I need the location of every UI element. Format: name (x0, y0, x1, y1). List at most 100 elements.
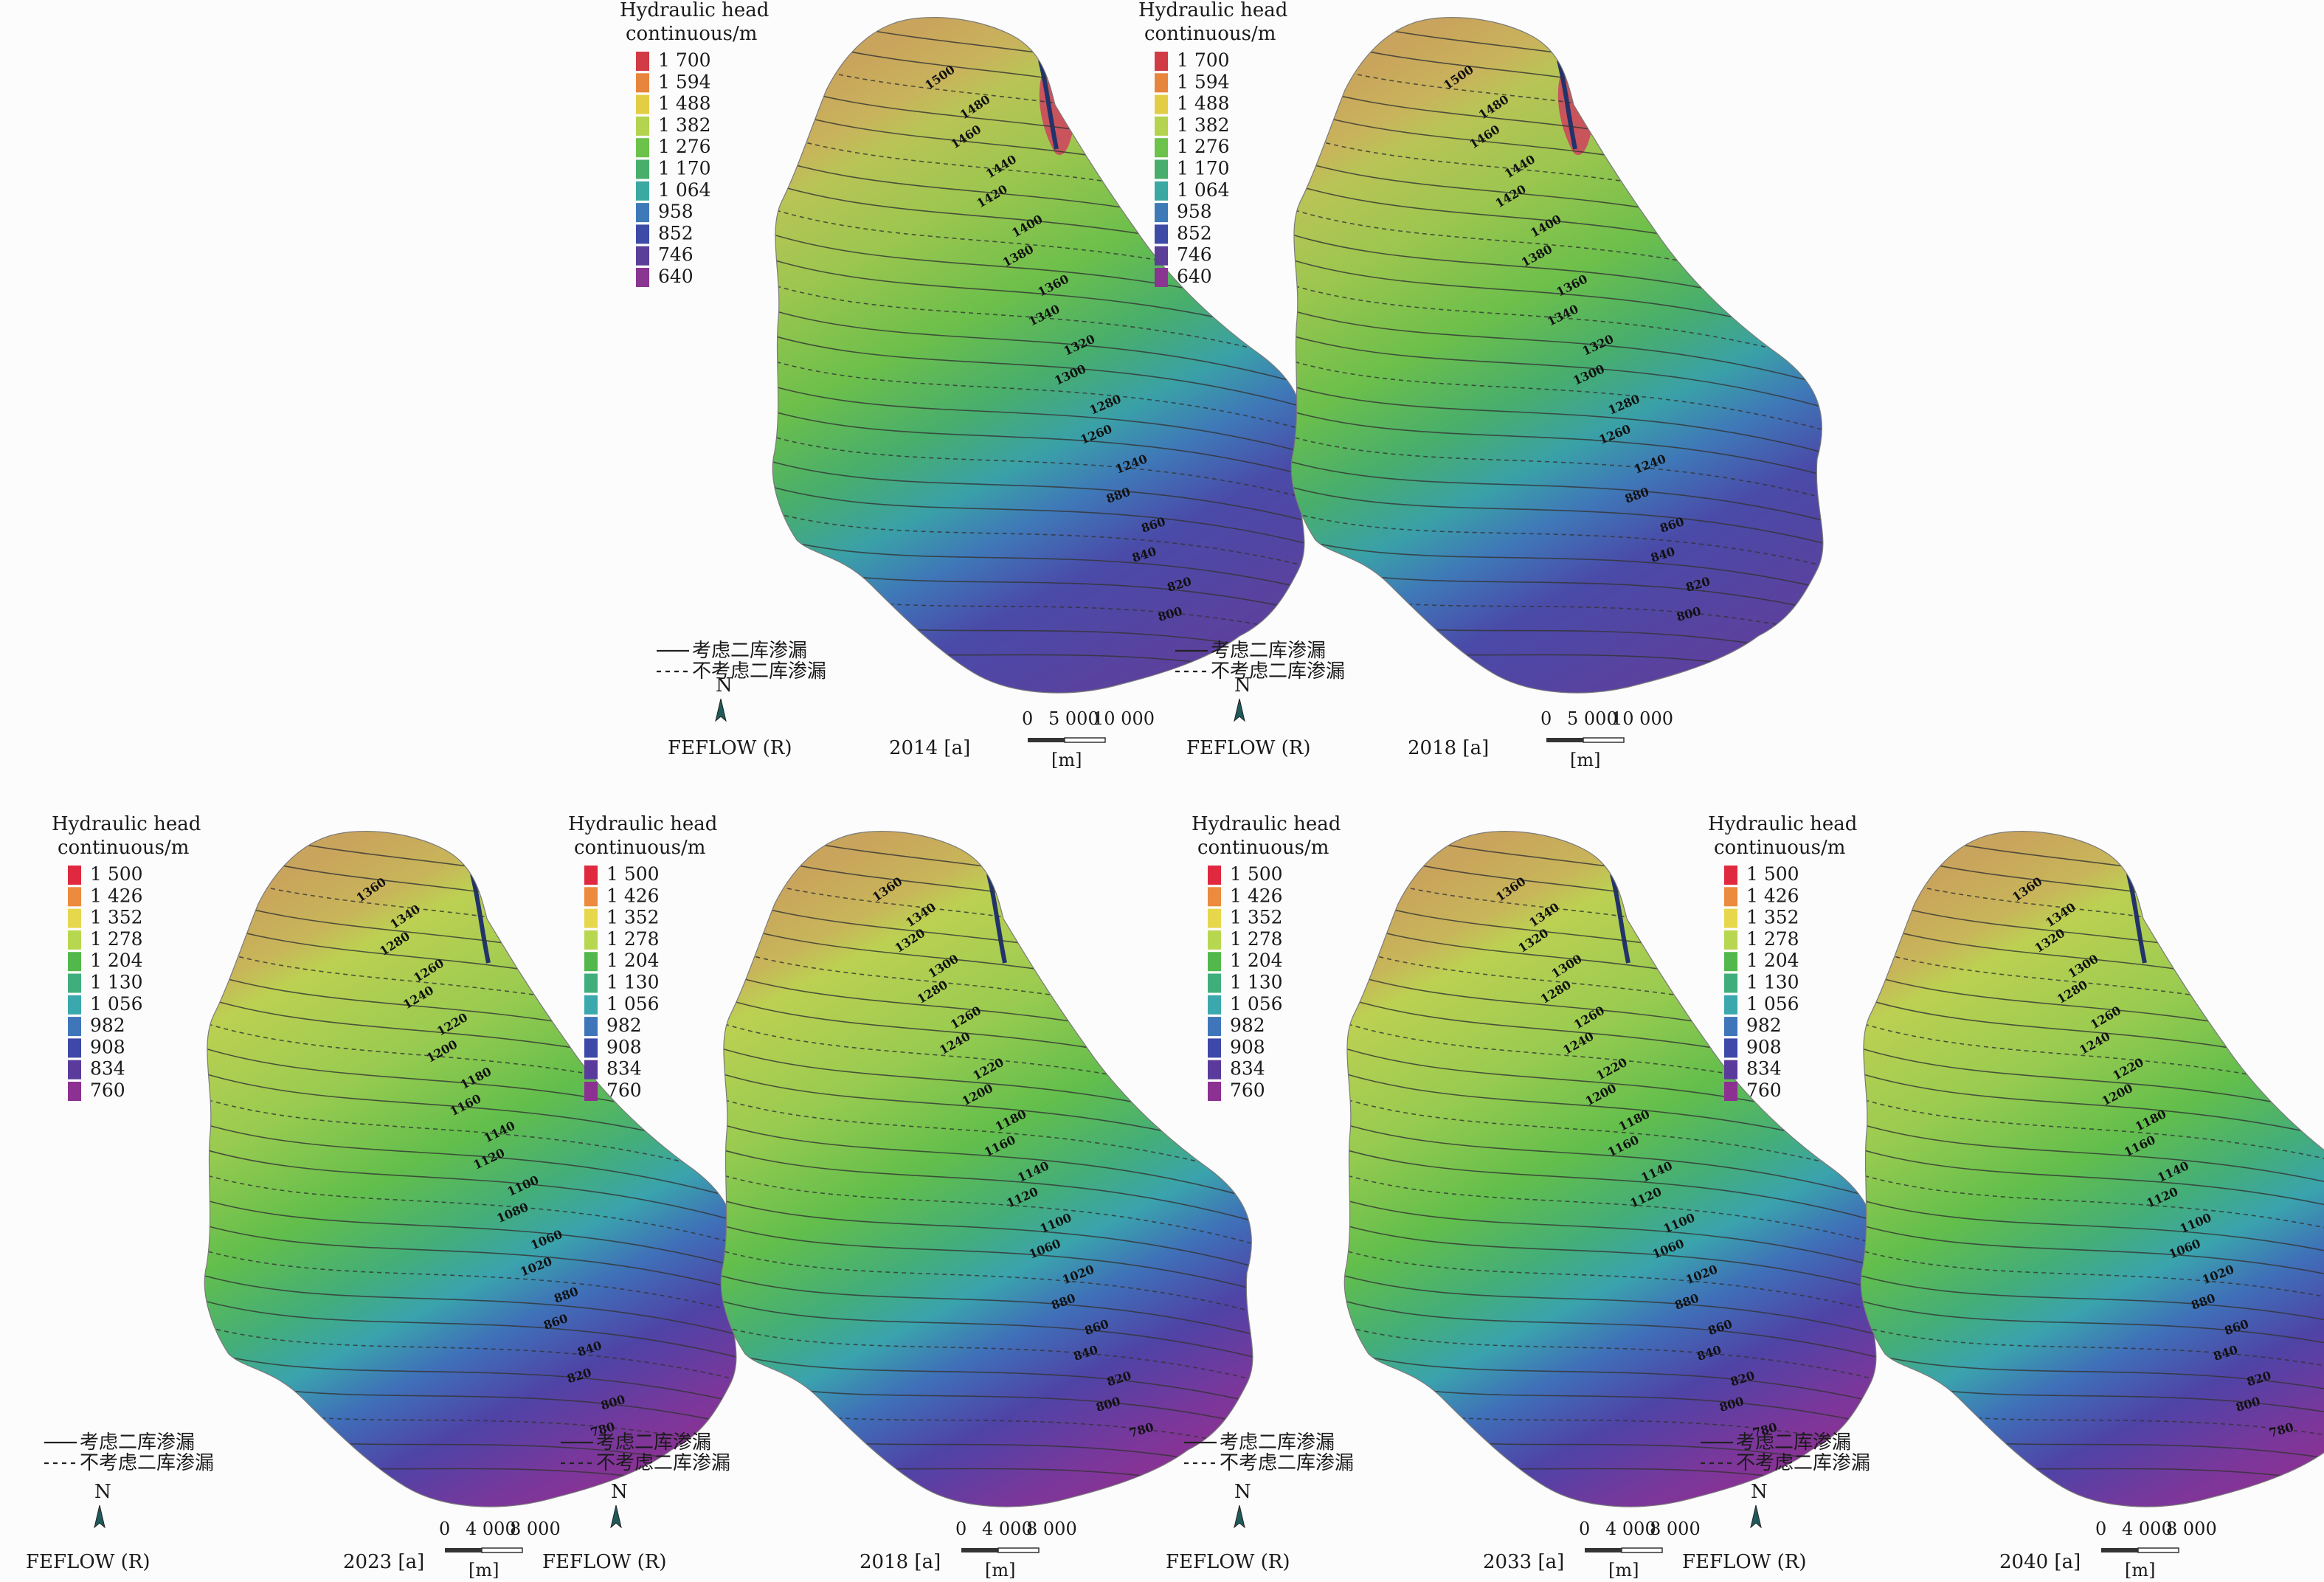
legend-value: 1 064 (658, 179, 711, 201)
legend-swatch (68, 1060, 81, 1080)
scale-unit: [m] (1051, 750, 1082, 770)
legend-value: 1 352 (606, 907, 660, 928)
legend-swatch (1155, 224, 1168, 244)
legend-value: 1 204 (606, 950, 660, 971)
legend-swatch (584, 995, 598, 1015)
basin-map: 1500148014601440142014001380136013401320… (772, 16, 1305, 694)
legend-value: 1 500 (1230, 863, 1283, 885)
legend-title: Hydraulic head (52, 813, 201, 835)
dashed-line-label: 不考虑二库渗漏 (692, 660, 826, 683)
legend-swatch (1155, 159, 1168, 179)
scale-tick: 4 000 (466, 1519, 516, 1539)
contour-line (772, 298, 1304, 397)
contour-line (204, 1213, 736, 1301)
scale-tick: 0 (439, 1519, 450, 1539)
legend-value: 1 278 (606, 928, 660, 950)
legend-value: 1 382 (658, 114, 711, 136)
north-arrow-icon: N (610, 1481, 628, 1529)
legend-swatch (584, 908, 598, 928)
software-label: FEFLOW (R) (1682, 1551, 1807, 1573)
north-label: N (611, 1481, 628, 1503)
contour-line (204, 1086, 736, 1189)
legend-value: 1 056 (1746, 993, 1799, 1015)
legend-value: 1 278 (90, 928, 143, 950)
legend-value: 1 130 (90, 972, 143, 993)
scale-unit: [m] (2125, 1560, 2155, 1581)
legend-swatch (1724, 1082, 1737, 1101)
contour-line (721, 1086, 1253, 1189)
legend-subtitle: continuous/m (626, 23, 757, 45)
legend-value: 1 130 (1230, 972, 1283, 993)
legend-value: 1 382 (1177, 114, 1230, 136)
contour-line (204, 1112, 736, 1211)
legend-swatch (1155, 246, 1168, 266)
legend-value: 1 700 (1177, 49, 1230, 71)
legend-value: 1 170 (658, 158, 711, 179)
legend-subtitle: continuous/m (1714, 837, 1845, 859)
contour-line (1344, 1112, 1876, 1211)
legend-value: 760 (1746, 1080, 1782, 1101)
legend-title: Hydraulic head (1192, 813, 1341, 835)
contour-line (204, 1188, 736, 1278)
scale-tick: 0 (2095, 1519, 2106, 1539)
contour-line (1344, 1213, 1876, 1301)
contour-line (204, 1239, 736, 1323)
legend-value: 1 204 (90, 950, 143, 971)
basin-outline (720, 830, 1253, 1507)
contour-line (204, 1315, 736, 1390)
contour-line (772, 399, 1304, 487)
contour-line (1344, 1239, 1876, 1323)
legend-swatch (584, 930, 598, 950)
software-label: FEFLOW (R) (1186, 737, 1311, 759)
contour-line (1344, 1340, 1876, 1413)
legend-value: 982 (90, 1015, 125, 1036)
hydraulic-head-surface (1291, 17, 1823, 693)
legend-swatch (636, 73, 649, 93)
legend-value: 760 (606, 1080, 642, 1101)
basin-map: 1360134013201300128012601240122012001180… (720, 830, 1253, 1507)
contour-line (772, 272, 1304, 375)
contour-line (1291, 501, 1823, 576)
contour-line (1861, 1289, 2324, 1368)
north-label: N (94, 1481, 111, 1503)
north-label: N (716, 674, 733, 697)
legend-value: 852 (658, 222, 694, 243)
legend-swatch (68, 908, 81, 928)
legend-swatch (1208, 1038, 1221, 1058)
contour-line (1861, 1188, 2324, 1278)
legend-value: 746 (658, 244, 694, 266)
legend-value: 1 488 (658, 93, 711, 114)
contour-line (1861, 1315, 2324, 1390)
contour-line (204, 1340, 736, 1413)
legend-value: 908 (1746, 1036, 1782, 1057)
legend-swatch (68, 1082, 81, 1101)
reservoir-edge (1038, 60, 1059, 150)
contour-line (1291, 348, 1823, 442)
legend-value: 1 426 (1746, 885, 1799, 906)
contour-line (1861, 1340, 2324, 1413)
legend-swatch (584, 1038, 598, 1058)
contour-line (1344, 1086, 1876, 1189)
legend-swatch (636, 52, 649, 71)
reservoir-edge (2126, 874, 2147, 964)
legend-swatch (1724, 908, 1737, 928)
legend-swatch (584, 952, 598, 972)
legend-swatch (584, 1017, 598, 1037)
scale-tick: 4 000 (2122, 1519, 2173, 1539)
legend-swatch (584, 1082, 598, 1101)
year-label: 2014 [a] (889, 737, 970, 759)
reservoir-edge (1557, 60, 1577, 150)
legend-swatch (1208, 866, 1221, 885)
legend-swatch (1208, 930, 1221, 950)
contour-line (772, 501, 1304, 576)
legend-value: 908 (1230, 1036, 1265, 1057)
legend-value: 1 276 (658, 136, 711, 157)
legend-value: 982 (1230, 1015, 1265, 1036)
